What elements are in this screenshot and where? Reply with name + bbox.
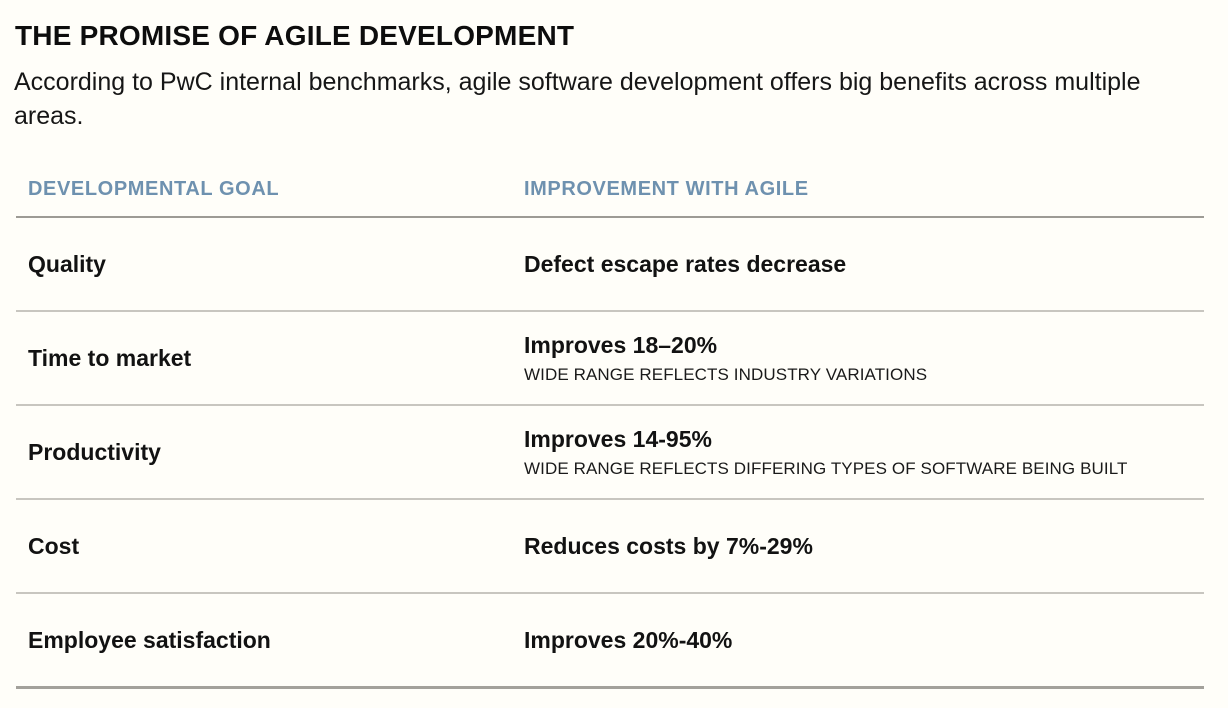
- table-row: Quality Defect escape rates decrease: [16, 218, 1204, 312]
- table-header-row: DEVELOPMENTAL GOAL IMPROVEMENT WITH AGIL…: [16, 178, 1204, 218]
- benefits-table: DEVELOPMENTAL GOAL IMPROVEMENT WITH AGIL…: [16, 178, 1204, 689]
- improvement-note: WIDE RANGE REFLECTS INDUSTRY VARIATIONS: [524, 364, 928, 384]
- page-title: THE PROMISE OF AGILE DEVELOPMENT: [15, 20, 575, 51]
- goal-cell: Time to market: [28, 344, 192, 371]
- improvement-cell: Improves 18–20% WIDE RANGE REFLECTS INDU…: [524, 332, 1204, 385]
- column-header-improvement: IMPROVEMENT WITH AGILE: [524, 178, 809, 200]
- goal-cell: Employee satisfaction: [28, 626, 271, 653]
- improvement-cell: Defect escape rates decrease: [524, 251, 1204, 278]
- improvement-cell: Improves 20%-40%: [524, 627, 1204, 654]
- table-row: Employee satisfaction Improves 20%-40%: [16, 594, 1204, 689]
- improvement-value: Improves 18–20%: [524, 331, 718, 358]
- improvement-value: Reduces costs by 7%-29%: [524, 532, 813, 559]
- page-subtitle: According to PwC internal benchmarks, ag…: [14, 68, 1141, 130]
- table-row: Time to market Improves 18–20% WIDE RANG…: [16, 312, 1204, 406]
- improvement-note: WIDE RANGE REFLECTS DIFFERING TYPES OF S…: [524, 458, 1128, 478]
- improvement-cell: Reduces costs by 7%-29%: [524, 533, 1204, 560]
- improvement-cell: Improves 14-95% WIDE RANGE REFLECTS DIFF…: [524, 426, 1204, 479]
- improvement-value: Improves 20%-40%: [524, 626, 733, 653]
- table-row: Cost Reduces costs by 7%-29%: [16, 500, 1204, 594]
- table-row: Productivity Improves 14-95% WIDE RANGE …: [16, 406, 1204, 500]
- improvement-value: Improves 14-95%: [524, 425, 712, 452]
- exhibit-page: THE PROMISE OF AGILE DEVELOPMENT Accordi…: [0, 20, 1228, 708]
- goal-cell: Productivity: [28, 438, 161, 465]
- column-header-goal: DEVELOPMENTAL GOAL: [28, 178, 280, 200]
- improvement-value: Defect escape rates decrease: [524, 250, 847, 277]
- goal-cell: Cost: [28, 532, 80, 559]
- goal-cell: Quality: [28, 250, 106, 277]
